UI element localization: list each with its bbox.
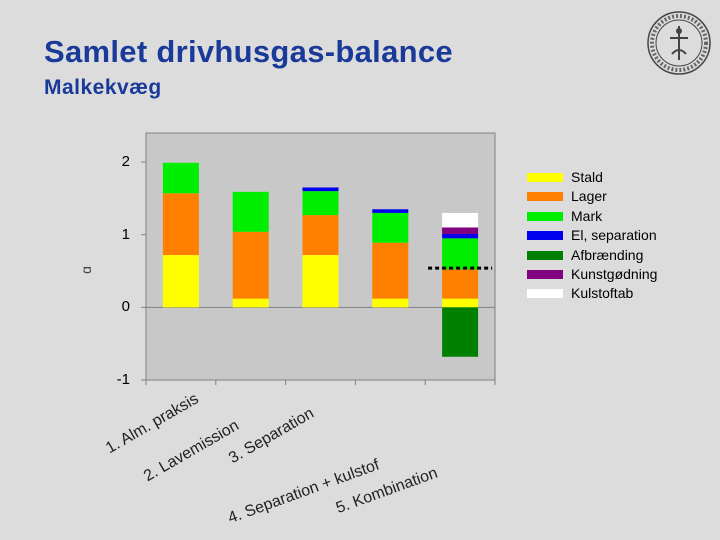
university-seal-icon: [647, 11, 711, 75]
bar-segment-stald: [442, 298, 479, 308]
y-tick-label: 0: [121, 298, 130, 316]
legend-swatch: [527, 192, 563, 202]
legend-swatch: [527, 289, 563, 299]
page-title: Samlet drivhusgas-balance: [44, 34, 453, 69]
legend-label: Mark: [571, 207, 603, 224]
legend-swatch: [527, 211, 563, 221]
legend-swatch: [527, 270, 563, 279]
y-axis-glyph: ɑ: [77, 266, 94, 274]
bar-segment-el-separation: [442, 233, 479, 239]
bar-segment-mark: [372, 212, 409, 243]
bar-segment-stald: [372, 298, 409, 308]
bar-segment-lager: [302, 215, 339, 256]
bar-segment-kunstg-dning: [442, 227, 479, 234]
legend-label: Stald: [571, 169, 603, 185]
bar-segment-mark: [162, 162, 199, 194]
legend-label: El, separation: [571, 227, 657, 244]
legend-label: Kulstoftab: [571, 285, 634, 302]
bar-segment-mark: [302, 191, 339, 216]
bar-segment-mark: [442, 238, 479, 270]
bar-segment-mark: [232, 191, 269, 232]
legend-label: Lager: [571, 188, 607, 205]
legend-label: Kunstgødning: [571, 266, 658, 282]
bar-segment-stald: [302, 255, 339, 308]
legend-swatch: [527, 250, 563, 260]
y-tick-label: -1: [116, 371, 130, 388]
bar-segment-stald: [232, 298, 269, 308]
bar-segment-afbr-nding: [442, 307, 479, 357]
legend-swatch: [527, 231, 563, 241]
bar-segment-lager: [162, 193, 199, 256]
bar-segment-el-separation: [372, 209, 409, 213]
page-subtitle: Malkekvæg: [44, 76, 162, 99]
bar-segment-el-separation: [302, 187, 339, 192]
bar-segment-lager: [442, 269, 479, 299]
y-tick-label: 1: [121, 225, 130, 243]
bar-segment-lager: [232, 231, 269, 299]
y-tick-label: 2: [121, 153, 130, 171]
bar-segment-stald: [162, 255, 199, 308]
legend-swatch: [527, 173, 563, 182]
bar-segment-lager: [372, 242, 409, 299]
legend-label: Afbrænding: [571, 246, 644, 263]
bar-segment-kulstoftab: [442, 212, 479, 228]
